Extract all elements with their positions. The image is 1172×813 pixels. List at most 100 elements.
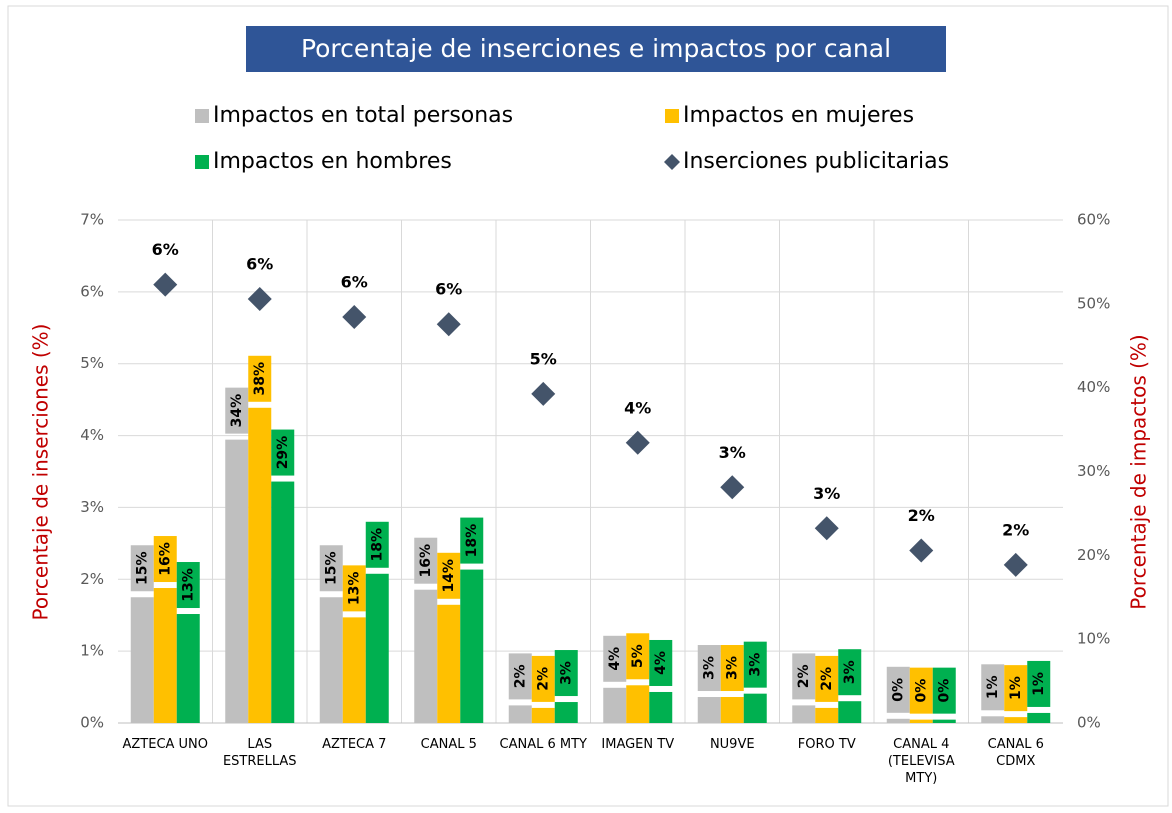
data-label: 0% <box>913 679 929 703</box>
data-label-box <box>365 521 389 568</box>
bar <box>437 604 461 723</box>
y-tick-label: 1% <box>80 642 104 660</box>
data-label-box <box>176 562 200 609</box>
chart-title: Porcentaje de inserciones e impactos por… <box>301 34 891 63</box>
data-label-box <box>815 655 839 702</box>
y-tick-label: 5% <box>80 354 104 372</box>
bar <box>176 614 200 723</box>
data-label: 3% <box>719 443 746 462</box>
y2-tick-label: 20% <box>1077 546 1110 564</box>
bar <box>886 718 910 723</box>
legend-label: Impactos en total personas <box>213 103 513 128</box>
bar <box>508 705 532 723</box>
bar <box>531 707 555 723</box>
data-label: 5% <box>630 644 646 668</box>
marker <box>909 538 934 563</box>
bar <box>838 701 862 723</box>
data-label-box <box>225 387 249 434</box>
data-label-box <box>792 653 816 700</box>
y2-tick-label: 0% <box>1077 714 1101 732</box>
data-label-box <box>130 545 154 592</box>
data-label-box <box>720 645 744 692</box>
bar <box>1027 712 1051 723</box>
data-label-box <box>554 650 578 697</box>
data-label: 6% <box>246 255 273 274</box>
legend-label: Impactos en mujeres <box>683 103 914 128</box>
marker <box>436 312 461 337</box>
y-tick-label: 3% <box>80 498 104 516</box>
data-label-box <box>437 552 461 599</box>
x-tick-label: AZTECA UNO <box>122 737 209 752</box>
legend-marker <box>664 154 680 170</box>
y2-axis-title: Porcentaje de impactos (%) <box>1127 334 1151 609</box>
bar <box>981 716 1005 723</box>
data-label-box <box>1027 660 1051 707</box>
data-label: 3% <box>701 656 717 680</box>
data-label-box <box>153 536 177 583</box>
x-tick-label: AZTECA 7 <box>322 737 387 752</box>
data-label-box <box>603 635 627 682</box>
x-tick-label: CANAL 6 MTY <box>499 737 587 752</box>
x-tick-label: CANAL 5 <box>420 737 477 752</box>
data-label-box <box>838 649 862 696</box>
bar <box>554 702 578 723</box>
data-label: 29% <box>275 436 291 470</box>
data-label: 2% <box>1002 520 1029 539</box>
data-label-box <box>531 655 555 702</box>
data-label-box <box>981 664 1005 711</box>
data-label-box <box>932 667 956 714</box>
y-tick-label: 0% <box>80 714 104 732</box>
bar <box>460 569 484 723</box>
data-label: 2% <box>819 667 835 691</box>
data-label: 16% <box>157 542 173 576</box>
data-label: 2% <box>796 665 812 689</box>
data-label-box <box>697 645 721 692</box>
data-label: 4% <box>653 651 669 675</box>
data-label-box <box>649 639 673 686</box>
data-label: 6% <box>152 240 179 259</box>
data-label-box <box>248 355 272 402</box>
bar <box>319 597 343 723</box>
bar <box>365 573 389 723</box>
bar <box>248 407 272 723</box>
legend-label: Inserciones publicitarias <box>683 149 949 174</box>
data-label: 38% <box>252 362 268 396</box>
legend-swatch <box>195 155 209 169</box>
data-label-box <box>414 537 438 584</box>
marker <box>720 475 745 500</box>
x-tick-label: IMAGEN TV <box>601 737 675 752</box>
data-label: 15% <box>323 551 339 585</box>
y2-tick-label: 60% <box>1077 211 1110 229</box>
data-label: 3% <box>724 656 740 680</box>
data-label: 4% <box>624 398 651 417</box>
data-label: 1% <box>1008 676 1024 700</box>
data-label-box <box>626 633 650 680</box>
data-label-box <box>460 517 484 564</box>
y2-tick-label: 30% <box>1077 462 1110 480</box>
data-label-box <box>743 641 767 688</box>
data-label: 6% <box>435 280 462 299</box>
y2-tick-label: 10% <box>1077 630 1110 648</box>
bar <box>626 685 650 723</box>
data-label-box <box>886 666 910 713</box>
data-label: 18% <box>464 524 480 558</box>
y2-tick-label: 50% <box>1077 294 1110 312</box>
legend-swatch <box>665 109 679 123</box>
bar <box>792 705 816 723</box>
data-label-box <box>319 545 343 592</box>
bar <box>815 707 839 723</box>
bar <box>342 617 366 723</box>
data-label: 3% <box>558 661 574 685</box>
x-tick-label: CANAL 6 CDMX <box>987 737 1044 769</box>
bar <box>743 693 767 723</box>
data-label: 34% <box>229 394 245 428</box>
data-label: 3% <box>813 484 840 503</box>
marker <box>814 516 839 541</box>
bar <box>153 588 177 723</box>
data-label: 5% <box>530 349 557 368</box>
data-label: 18% <box>369 528 385 562</box>
y-tick-label: 2% <box>80 570 104 588</box>
y-axis-title: Porcentaje de inserciones (%) <box>29 324 53 621</box>
x-tick-label: CANAL 4 (TELEVISA MTY) <box>887 737 955 786</box>
